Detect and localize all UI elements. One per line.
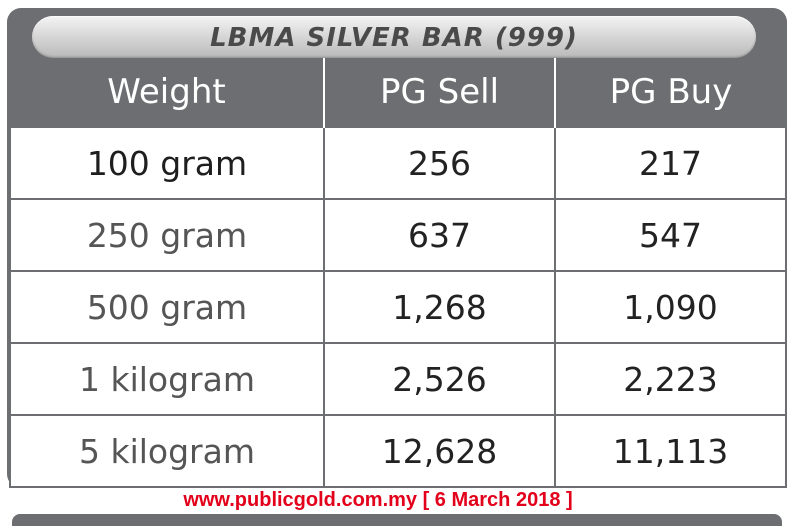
table-row: 5 kilogram 12,628 11,113 bbox=[9, 414, 787, 488]
column-header-pg-sell: PG Sell bbox=[323, 58, 555, 127]
table-row: 100 gram 256 217 bbox=[9, 126, 787, 200]
sell-price-cell: 637 bbox=[323, 198, 556, 272]
column-header-weight: Weight bbox=[10, 58, 324, 127]
buy-price-cell: 2,223 bbox=[554, 342, 787, 416]
column-header-pg-buy: PG Buy bbox=[554, 58, 786, 127]
title-banner: LBMA SILVER BAR (999) bbox=[32, 16, 756, 58]
next-panel-edge bbox=[12, 514, 782, 526]
table-row: 250 gram 637 547 bbox=[9, 198, 787, 272]
buy-price-cell: 1,090 bbox=[554, 270, 787, 344]
table-row: 500 gram 1,268 1,090 bbox=[9, 270, 787, 344]
sell-price-cell: 1,268 bbox=[323, 270, 556, 344]
buy-price-cell: 217 bbox=[554, 126, 787, 200]
buy-price-cell: 547 bbox=[554, 198, 787, 272]
weight-cell: 1 kilogram bbox=[9, 342, 325, 416]
weight-cell: 500 gram bbox=[9, 270, 325, 344]
sell-price-cell: 12,628 bbox=[323, 414, 556, 488]
buy-price-cell: 11,113 bbox=[554, 414, 787, 488]
weight-cell: 250 gram bbox=[9, 198, 325, 272]
sell-price-cell: 256 bbox=[323, 126, 556, 200]
source-date-footer: www.publicgold.com.my [ 6 March 2018 ] bbox=[183, 489, 573, 511]
price-table: Weight PG Sell PG Buy 100 gram 256 217 2… bbox=[9, 58, 787, 488]
weight-cell: 100 gram bbox=[9, 126, 325, 200]
weight-cell: 5 kilogram bbox=[9, 414, 325, 488]
table-row: 1 kilogram 2,526 2,223 bbox=[9, 342, 787, 416]
table-header-row: Weight PG Sell PG Buy bbox=[10, 58, 786, 127]
page-title: LBMA SILVER BAR (999) bbox=[210, 23, 578, 53]
sell-price-cell: 2,526 bbox=[323, 342, 556, 416]
